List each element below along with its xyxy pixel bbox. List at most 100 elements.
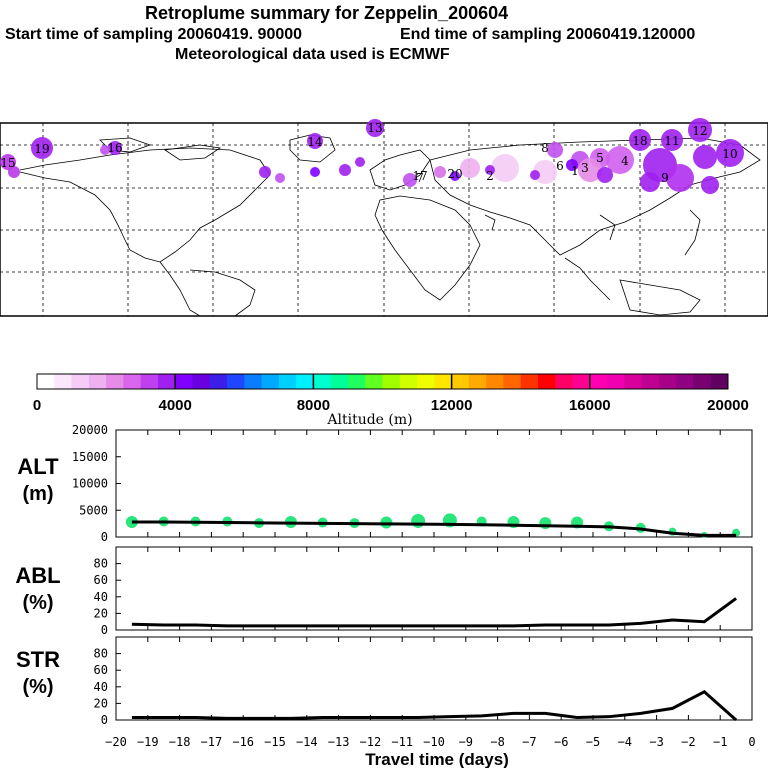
altitude-dot: [411, 513, 426, 528]
plume-day-label: 15: [0, 156, 15, 170]
colorbar-cell: [658, 374, 677, 389]
colorbar-ticks: 0 4000 8000 12000 16000 20000: [33, 374, 749, 414]
panel-unit-label: (%): [22, 676, 53, 698]
colorbar-cell: [710, 374, 729, 389]
y-tick-label: 20: [94, 606, 108, 620]
end-time-label: End time of sampling 20060419.120000: [400, 26, 696, 43]
y-tick-label: 20000: [72, 423, 108, 437]
plume-day-label: 10: [722, 147, 737, 161]
plume-day-label: 6: [556, 159, 564, 173]
x-tick-label: −8: [490, 735, 504, 749]
plume-blob: [688, 118, 712, 142]
colorbar-cell: [54, 374, 73, 389]
plume-blob: [693, 145, 717, 169]
x-tick-label: −6: [554, 735, 568, 749]
plume-blob: [547, 142, 563, 158]
y-tick-label: 80: [94, 557, 108, 571]
plume-blob: [450, 171, 460, 181]
plume-blob: [716, 139, 744, 167]
timeseries-panels: 20000 15000 10000 5000 0 ALT (m) 80 60 40 20 0 ABL (%…: [15, 423, 753, 727]
plume-blob: [366, 119, 384, 137]
plume-day-label: 2: [486, 169, 494, 183]
panel-abl: 80 60 40 20 0 ABL (%): [15, 546, 753, 637]
x-tick-label: −2: [681, 735, 695, 749]
y-tick-label: 60: [94, 663, 108, 677]
colorbar-cell: [520, 374, 539, 389]
colorbar-cell: [607, 374, 625, 389]
x-tick-label: −14: [296, 735, 318, 749]
str-line: [131, 689, 738, 722]
colorbar-cell: [330, 374, 349, 389]
y-tick-label: 40: [94, 590, 108, 604]
x-axis-title: Travel time (days): [365, 750, 509, 768]
plume-blob: [491, 154, 519, 182]
plume-day-label: 4: [621, 154, 629, 168]
plume-blob: [275, 173, 285, 183]
plume-blob: [8, 166, 20, 178]
colorbar: 0 4000 8000 12000 16000 20000 Altitude (m): [33, 373, 749, 428]
colorbar-cell: [399, 374, 418, 389]
plume-blob: [0, 154, 16, 170]
panel-frame: [115, 636, 753, 721]
plume-day-label: 3: [581, 161, 589, 175]
y-tick-label: 15000: [72, 450, 108, 464]
colorbar-cell: [624, 374, 643, 389]
plume-blob: [403, 173, 417, 187]
x-tick-label: −12: [360, 735, 382, 749]
plume-day-label: 12: [692, 124, 707, 138]
x-tick-label: −9: [459, 735, 473, 749]
colorbar-cell: [278, 374, 297, 389]
colorbar-cell: [157, 374, 176, 389]
colorbar-cell: [106, 374, 124, 389]
colorbar-cell: [365, 374, 383, 389]
colorbar-cell: [209, 374, 228, 389]
colorbar-cell: [417, 374, 435, 389]
plume-blob: [485, 165, 495, 175]
x-tick-label: −5: [586, 735, 600, 749]
colorbar-cell: [227, 374, 245, 389]
x-tick-label: −10: [423, 735, 445, 749]
x-axis: −20 −19 −18 −17 −16 −15 −14 −13 −12 −11 −10 −9 −8 −7−…: [105, 735, 755, 749]
colorbar-cell: [175, 374, 193, 389]
colorbar-cell: [347, 374, 366, 389]
plume-day-label: 13: [367, 121, 382, 135]
plume-day-label: 14: [307, 135, 323, 149]
plume-blob: [640, 172, 660, 192]
x-tick-label: −1: [713, 735, 727, 749]
panel-frame: [115, 546, 753, 631]
panel-str: 80 60 40 20 0 STR (%): [16, 636, 753, 727]
plume-blob: [578, 158, 602, 182]
plume-day-label: 5: [596, 151, 604, 165]
met-data-label: Meteorological data used is ECMWF: [175, 46, 450, 63]
plume-day-label: 18: [632, 134, 647, 148]
plume-blob: [629, 129, 651, 151]
plume-blob: [355, 157, 365, 167]
colorbar-tick-label: 4000: [159, 397, 192, 414]
plume-day-label: 11: [664, 134, 679, 148]
y-tick-label: 60: [94, 573, 108, 587]
colorbar-cell: [313, 374, 332, 389]
plume-day-label: 19: [34, 142, 49, 156]
colorbar-cell: [296, 374, 314, 389]
plume-blob: [108, 141, 122, 155]
panel-alt: 20000 15000 10000 5000 0 ALT (m): [17, 423, 753, 544]
colorbar-tick-label: 16000: [569, 397, 611, 414]
y-tick-label: 80: [94, 647, 108, 661]
colorbar-cell: [589, 374, 608, 389]
plume-blob: [701, 176, 719, 194]
colorbar-tick-label: 20000: [707, 397, 749, 414]
plume-blob: [460, 158, 480, 178]
plume-blob: [434, 166, 446, 178]
plume-blob: [339, 164, 351, 176]
plume-day-label: 17: [412, 169, 427, 183]
y-tick-label: 0: [101, 530, 108, 544]
x-tick-label: −20: [105, 735, 127, 749]
colorbar-cell: [555, 374, 574, 389]
panel-unit-label: (%): [22, 592, 53, 614]
colorbar-cell: [261, 374, 280, 389]
colorbar-cell: [37, 374, 55, 389]
colorbar-cell: [192, 374, 211, 389]
colorbar-cell: [537, 374, 556, 389]
